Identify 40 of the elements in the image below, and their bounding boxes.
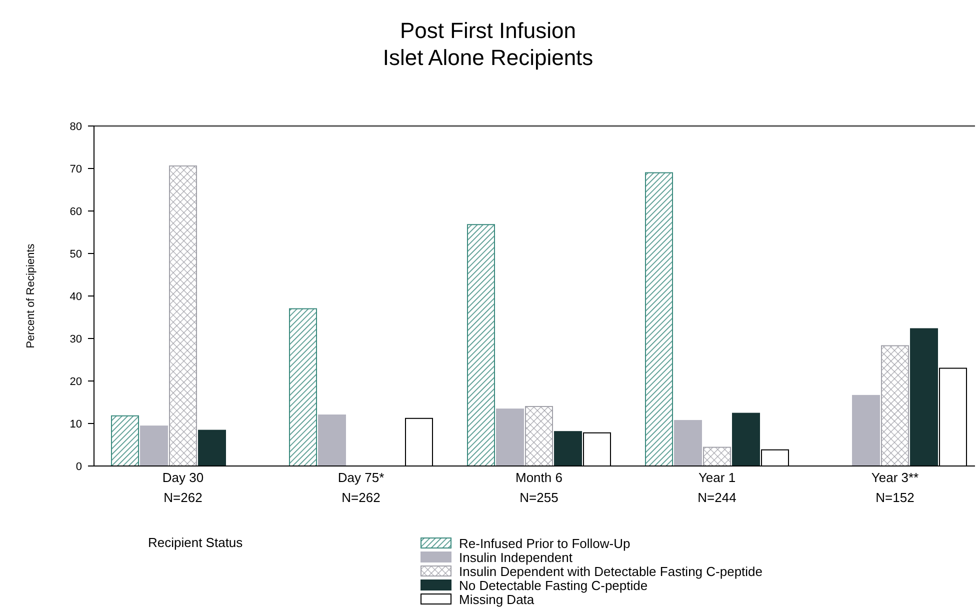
- bar: [554, 431, 582, 466]
- bar: [111, 415, 139, 466]
- y-tick-label: 20: [70, 376, 82, 388]
- bar: [467, 224, 495, 466]
- y-tick-label: 10: [70, 418, 82, 430]
- chart-subtitle: Islet Alone Recipients: [382, 45, 594, 70]
- bar: [910, 328, 938, 466]
- bar: [881, 345, 909, 466]
- bar: [198, 430, 226, 466]
- y-tick-label: 30: [70, 334, 82, 346]
- bar: [169, 165, 197, 466]
- bar: [852, 394, 880, 466]
- bar: [645, 172, 673, 466]
- bar: [703, 446, 731, 466]
- bar: [289, 308, 317, 466]
- legend-label: No Detectable Fasting C-peptide: [459, 578, 648, 593]
- chart-title: Post First Infusion: [400, 18, 576, 43]
- y-axis-title: Percent of Recipients: [25, 243, 37, 348]
- legend-label: Insulin Dependent with Detectable Fasting C-peptide: [459, 564, 763, 579]
- legend-label: Missing Data: [459, 592, 535, 607]
- bar: [140, 426, 168, 466]
- bar: [674, 420, 702, 466]
- y-tick-label: 70: [70, 164, 82, 176]
- y-tick-label: 0: [76, 461, 82, 473]
- x-tick-label: Month 6 N=255: [516, 470, 562, 505]
- bar: [318, 414, 346, 466]
- x-tick-label: Day 30 N=262: [162, 470, 204, 505]
- legend-label: Insulin Independent: [459, 550, 573, 565]
- y-tick-label: 40: [70, 291, 82, 303]
- y-tick-label: 50: [70, 248, 82, 260]
- legend-label: Re-Infused Prior to Follow-Up: [459, 536, 630, 551]
- x-tick-label: Year 3** N=152: [871, 470, 919, 505]
- bar: [496, 408, 524, 466]
- x-tick-label: Year 1 N=244: [698, 470, 736, 505]
- bar: [525, 406, 553, 466]
- x-tick-label: Day 75* N=262: [338, 470, 384, 505]
- y-tick-label: 80: [70, 121, 82, 133]
- bar: [732, 412, 760, 466]
- legend-title: Recipient Status: [148, 535, 244, 550]
- y-tick-label: 60: [70, 206, 82, 218]
